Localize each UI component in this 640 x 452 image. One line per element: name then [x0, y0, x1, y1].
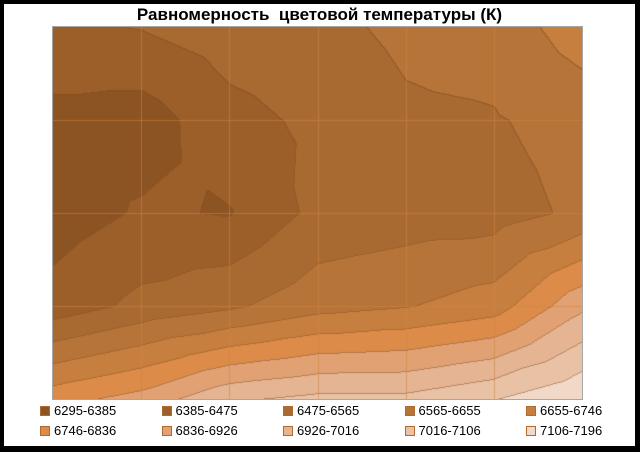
legend-item: 6295-6385 — [40, 402, 132, 418]
legend-label: 6385-6475 — [175, 402, 238, 418]
legend-swatch-icon — [40, 425, 50, 436]
contour-surface-canvas — [53, 27, 582, 399]
legend-swatch-icon — [526, 425, 536, 436]
legend-swatch-icon — [526, 405, 536, 416]
legend-swatch-icon — [283, 405, 293, 416]
legend-label: 6836-6926 — [175, 422, 238, 438]
legend-item: 6385-6475 — [161, 402, 254, 418]
legend-row-1: 6295-6385 6385-6475 6475-6565 6565-6655 … — [40, 401, 618, 420]
legend-item: 6565-6655 — [404, 402, 497, 418]
legend-item: 6655-6746 — [526, 402, 618, 418]
legend-swatch-icon — [161, 425, 172, 436]
legend-swatch-icon — [404, 405, 415, 416]
legend-swatch-icon — [404, 425, 415, 436]
legend-item: 6926-7016 — [283, 422, 375, 438]
legend-item: 6475-6565 — [283, 402, 375, 418]
legend-label: 6746-6836 — [54, 422, 117, 438]
legend-item: 7016-7106 — [404, 422, 497, 438]
legend-item: 6836-6926 — [161, 422, 254, 438]
legend-row-2: 6746-6836 6836-6926 6926-7016 7016-7106 … — [40, 421, 618, 440]
legend-item: 7106-7196 — [526, 422, 618, 438]
legend-item: 6746-6836 — [40, 422, 132, 438]
legend-swatch-icon — [283, 425, 293, 436]
plot-area — [52, 26, 583, 400]
legend-swatch-icon — [40, 405, 50, 416]
legend-label: 6295-6385 — [54, 402, 117, 418]
legend-label: 7106-7196 — [540, 422, 603, 438]
legend: 6295-6385 6385-6475 6475-6565 6565-6655 … — [40, 401, 618, 440]
legend-label: 6475-6565 — [297, 402, 360, 418]
legend-swatch-icon — [161, 405, 172, 416]
chart-title: Равномерность цветовой температуры (К) — [136, 5, 503, 24]
legend-label: 6565-6655 — [418, 402, 481, 418]
legend-label: 6655-6746 — [540, 402, 603, 418]
legend-label: 7016-7106 — [418, 422, 481, 438]
legend-label: 6926-7016 — [297, 422, 360, 438]
